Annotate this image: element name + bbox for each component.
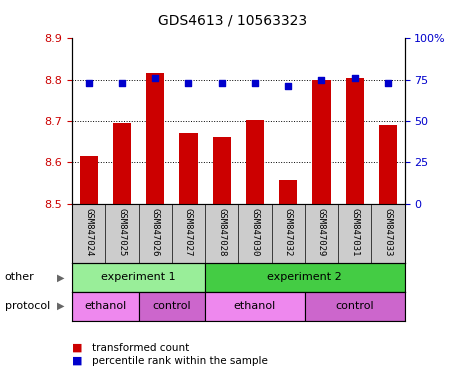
Bar xyxy=(80,156,98,204)
Text: GSM847030: GSM847030 xyxy=(251,208,259,257)
Bar xyxy=(246,120,264,204)
Text: ethanol: ethanol xyxy=(84,301,126,311)
Text: GSM847027: GSM847027 xyxy=(184,208,193,257)
Text: GSM847031: GSM847031 xyxy=(350,208,359,257)
Point xyxy=(218,80,226,86)
Text: GSM847025: GSM847025 xyxy=(118,208,126,257)
Bar xyxy=(345,78,364,204)
Text: ethanol: ethanol xyxy=(234,301,276,311)
Text: ■: ■ xyxy=(72,343,83,353)
Text: protocol: protocol xyxy=(5,301,50,311)
Bar xyxy=(72,263,205,292)
Bar xyxy=(139,292,205,321)
Bar xyxy=(213,137,231,204)
Bar xyxy=(312,80,331,204)
Bar xyxy=(205,292,305,321)
Point xyxy=(85,80,93,86)
Text: GSM847024: GSM847024 xyxy=(84,208,93,257)
Text: experiment 2: experiment 2 xyxy=(267,272,342,283)
Text: GSM847032: GSM847032 xyxy=(284,208,292,257)
Point xyxy=(285,83,292,89)
Text: percentile rank within the sample: percentile rank within the sample xyxy=(92,356,267,366)
Text: experiment 1: experiment 1 xyxy=(101,272,176,283)
Text: ▶: ▶ xyxy=(57,272,64,283)
Bar xyxy=(379,125,397,204)
Text: GSM847026: GSM847026 xyxy=(151,208,159,257)
Text: GSM847033: GSM847033 xyxy=(384,208,392,257)
Text: control: control xyxy=(335,301,374,311)
Text: transformed count: transformed count xyxy=(92,343,189,353)
Bar xyxy=(72,292,139,321)
Point xyxy=(351,75,359,81)
Point xyxy=(318,76,325,83)
Point xyxy=(118,80,126,86)
Bar xyxy=(146,73,164,204)
Point xyxy=(251,80,259,86)
Text: ▶: ▶ xyxy=(57,301,64,311)
Point xyxy=(185,80,192,86)
Text: GDS4613 / 10563323: GDS4613 / 10563323 xyxy=(158,13,307,27)
Text: other: other xyxy=(5,272,34,283)
Bar xyxy=(305,292,405,321)
Text: GSM847028: GSM847028 xyxy=(217,208,226,257)
Bar xyxy=(179,133,198,204)
Bar xyxy=(205,263,405,292)
Text: GSM847029: GSM847029 xyxy=(317,208,326,257)
Point xyxy=(384,80,392,86)
Bar xyxy=(113,123,131,204)
Bar xyxy=(279,180,297,204)
Point xyxy=(152,75,159,81)
Text: ■: ■ xyxy=(72,356,83,366)
Text: control: control xyxy=(153,301,191,311)
